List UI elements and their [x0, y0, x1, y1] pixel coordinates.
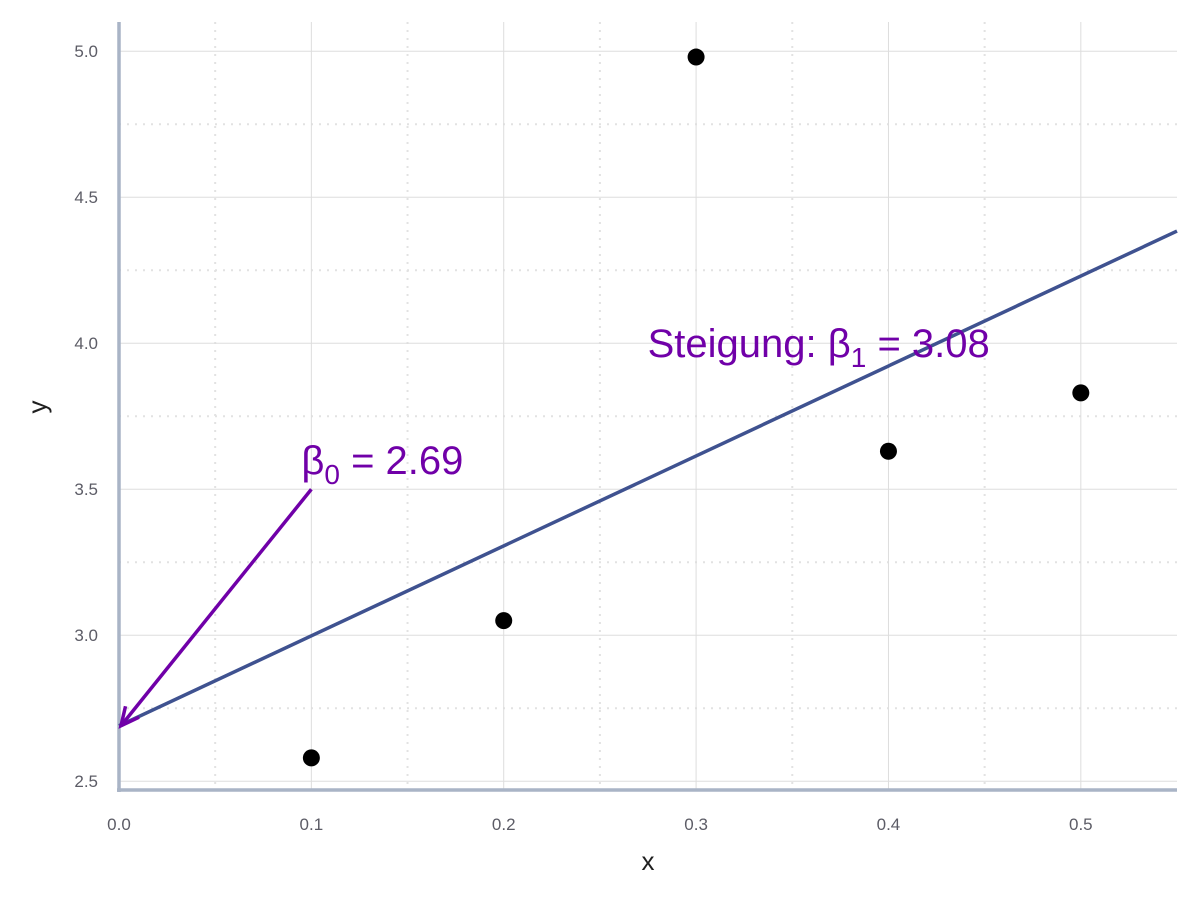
y-tick-label: 2.5	[74, 772, 98, 791]
x-tick-label: 0.0	[107, 815, 131, 834]
y-tick-label: 4.0	[74, 334, 98, 353]
data-point	[495, 612, 513, 630]
y-tick-label: 3.5	[74, 480, 98, 499]
x-tick-label: 0.2	[492, 815, 516, 834]
y-tick-label: 4.5	[74, 188, 98, 207]
data-point	[687, 48, 705, 66]
slope-annotation: Steigung: β1 = 3.08	[648, 322, 990, 373]
y-tick-label: 3.0	[74, 626, 98, 645]
x-tick-label: 0.1	[300, 815, 324, 834]
x-tick-label: 0.4	[877, 815, 901, 834]
minor-grid	[119, 22, 1177, 790]
x-tick-label: 0.5	[1069, 815, 1093, 834]
y-axis-title: y	[22, 401, 52, 414]
data-points	[302, 48, 1090, 767]
y-tick-label: 5.0	[74, 42, 98, 61]
regression-line	[118, 229, 1178, 728]
data-point	[879, 442, 897, 460]
x-tick-label: 0.3	[684, 815, 708, 834]
intercept-arrow-head	[118, 705, 140, 729]
x-axis-title: x	[642, 846, 655, 876]
intercept-arrow	[119, 488, 313, 727]
data-point	[1072, 384, 1090, 402]
tick-labels: 0.0 0.1 0.2 0.3 0.4 0.5 2.5 3.0 3.5 4.0 4.5 5.0	[74, 42, 1092, 834]
axes	[117, 22, 1177, 792]
intercept-annotation: β0 = 2.69	[301, 439, 463, 490]
major-grid	[119, 22, 1177, 790]
regression-line-group	[118, 229, 1178, 728]
data-point	[302, 749, 320, 767]
annotations: Steigung: β1 = 3.08 β0 = 2.69	[118, 322, 990, 729]
